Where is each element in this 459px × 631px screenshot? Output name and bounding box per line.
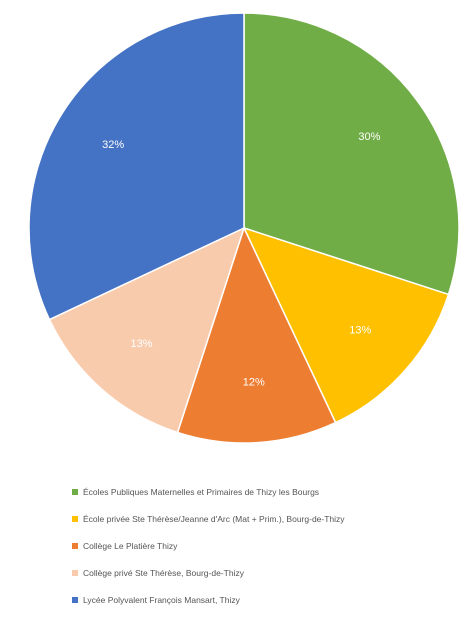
legend-swatch-0 <box>72 488 78 495</box>
legend-item-3: Collège privé Ste Thérèse, Bourg-de-Thiz… <box>72 559 452 586</box>
legend-swatch-3 <box>72 569 78 576</box>
legend-swatch-2 <box>72 542 78 549</box>
pie-data-label-0: 30% <box>358 131 380 143</box>
legend-swatch-4 <box>72 596 78 603</box>
pie-data-label-4: 32% <box>102 139 124 151</box>
legend-item-0: Écoles Publiques Maternelles et Primaire… <box>72 478 452 505</box>
legend-item-4: Lycée Polyvalent François Mansart, Thizy <box>72 586 452 613</box>
pie-data-labels: 30% 13% 12% 13% 32% <box>102 131 381 389</box>
chart-legend: Écoles Publiques Maternelles et Primaire… <box>72 478 452 613</box>
pie-slices <box>28 12 459 444</box>
pie-data-label-1: 13% <box>349 324 371 336</box>
legend-label-2: Collège Le Platière Thizy <box>83 540 178 551</box>
pie-data-label-2: 12% <box>243 377 265 389</box>
legend-item-1: École privée Ste Thérèse/Jeanne d'Arc (M… <box>72 505 452 532</box>
pie-slice-2 <box>176 225 337 444</box>
legend-label-3: Collège privé Ste Thérèse, Bourg-de-Thiz… <box>83 567 244 578</box>
legend-label-1: École privée Ste Thérèse/Jeanne d'Arc (M… <box>83 513 345 524</box>
pie-slice-3 <box>48 226 246 434</box>
legend-label-0: Écoles Publiques Maternelles et Primaire… <box>83 486 320 497</box>
pie-slice-0 <box>243 12 459 296</box>
pie-slice-1 <box>242 226 450 424</box>
pie-chart: 30% 13% 12% 13% 32% <box>28 12 459 444</box>
pie-data-label-3: 13% <box>130 338 152 350</box>
legend-swatch-1 <box>72 515 78 522</box>
pie-slice-4 <box>28 12 245 321</box>
legend-item-2: Collège Le Platière Thizy <box>72 532 452 559</box>
legend-label-4: Lycée Polyvalent François Mansart, Thizy <box>83 594 240 605</box>
